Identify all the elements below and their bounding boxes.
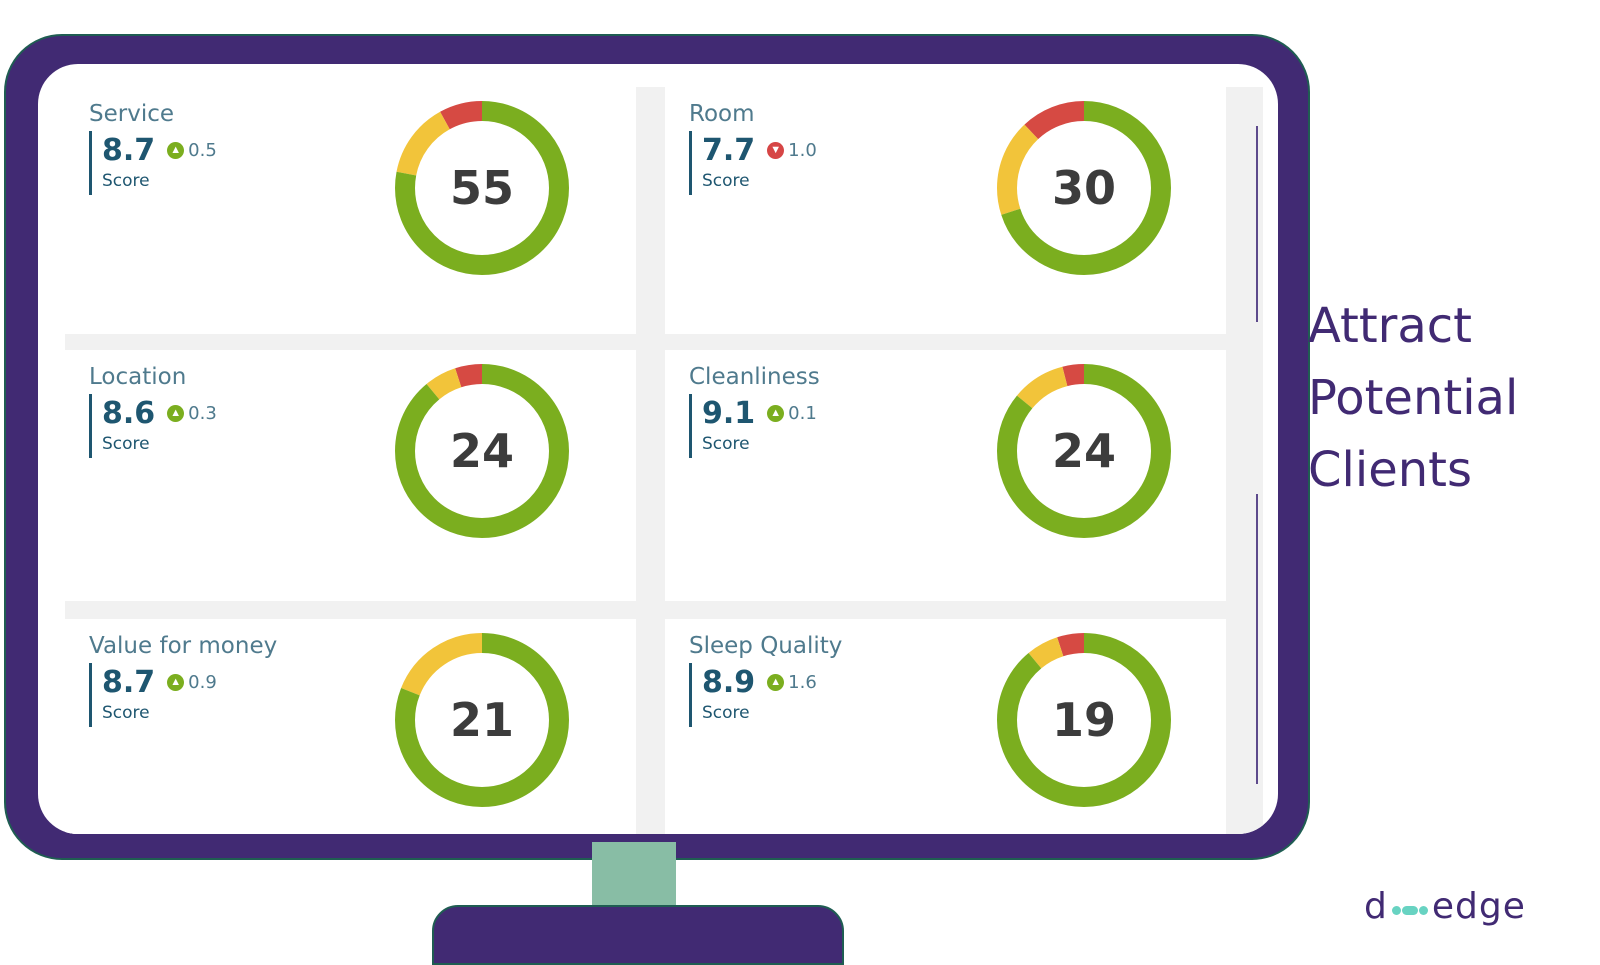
- donut-segment-green: [395, 101, 569, 275]
- score-delta: 1.0: [788, 139, 817, 161]
- score-value: 8.7: [102, 664, 156, 700]
- donut-svg: [997, 101, 1171, 275]
- score-block: 8.7 ▲ 0.9 Score: [89, 663, 217, 727]
- score-value: 8.6: [102, 395, 156, 431]
- donut-svg: [997, 633, 1171, 807]
- mention-count: 24: [449, 424, 514, 478]
- divider-line: [1256, 494, 1258, 784]
- donut-chart: 55: [393, 99, 571, 282]
- score-label: Score: [702, 171, 750, 191]
- mention-count: 55: [449, 161, 514, 215]
- card-room[interactable]: Room 7.7 ▼ 1.0 Score 30: [665, 87, 1226, 334]
- logo-text-right: edge: [1431, 886, 1526, 927]
- card-title: Sleep Quality: [689, 633, 843, 659]
- donut-svg: [997, 364, 1171, 538]
- score-label: Score: [102, 434, 150, 454]
- card-sleep-quality[interactable]: Sleep Quality 8.9 ▲ 1.6 Score 19: [665, 619, 1226, 834]
- donut-chart: 30: [995, 99, 1173, 282]
- card-title: Cleanliness: [689, 364, 820, 390]
- score-delta: 0.5: [188, 139, 217, 161]
- donut-chart: 19: [995, 631, 1173, 814]
- score-delta: 1.6: [788, 671, 817, 693]
- donut-svg: [395, 364, 569, 538]
- mention-count: 30: [1051, 161, 1116, 215]
- donut-segment-green: [997, 364, 1171, 538]
- tagline: Attract Potential Clients: [1308, 290, 1518, 506]
- mention-count: 21: [449, 693, 514, 747]
- donut-chart: 24: [393, 362, 571, 545]
- card-cleanliness[interactable]: Cleanliness 9.1 ▲ 0.1 Score 24: [665, 350, 1226, 601]
- monitor-frame: Service 8.7 ▲ 0.5 Score 55 Room: [4, 34, 1310, 860]
- score-label: Score: [702, 434, 750, 454]
- card-value-for-money[interactable]: Value for money 8.7 ▲ 0.9 Score 21: [65, 619, 636, 834]
- score-block: 9.1 ▲ 0.1 Score: [689, 394, 817, 458]
- dashboard-grid: Service 8.7 ▲ 0.5 Score 55 Room: [65, 87, 1263, 834]
- score-block: 7.7 ▼ 1.0 Score: [689, 131, 817, 195]
- score-value: 8.7: [102, 132, 156, 168]
- donut-segment-yellow: [997, 101, 1171, 275]
- card-title: Value for money: [89, 633, 278, 659]
- donut-svg: [395, 633, 569, 807]
- brand-logo: d edge: [1364, 886, 1526, 927]
- score-value: 7.7: [702, 132, 756, 168]
- score-block: 8.9 ▲ 1.6 Score: [689, 663, 817, 727]
- arrow-up-icon: ▲: [167, 141, 185, 159]
- tagline-line: Potential: [1308, 370, 1519, 426]
- card-location[interactable]: Location 8.6 ▲ 0.3 Score 24: [65, 350, 636, 601]
- arrow-up-icon: ▲: [167, 404, 185, 422]
- arrow-up-icon: ▲: [767, 404, 785, 422]
- logo-text-left: d: [1364, 886, 1388, 927]
- donut-segment-green: [395, 364, 569, 538]
- tagline-line: Attract: [1308, 298, 1472, 354]
- dashboard-screen: Service 8.7 ▲ 0.5 Score 55 Room: [38, 64, 1278, 834]
- donut-svg: [395, 101, 569, 275]
- tagline-line: Clients: [1308, 442, 1472, 498]
- logo-mark-icon: [1391, 906, 1429, 915]
- divider-line: [1256, 126, 1258, 322]
- score-label: Score: [102, 171, 150, 191]
- monitor-stand: [592, 842, 676, 908]
- mention-count: 19: [1051, 693, 1116, 747]
- score-delta: 0.3: [188, 402, 217, 424]
- score-label: Score: [102, 703, 150, 723]
- card-service[interactable]: Service 8.7 ▲ 0.5 Score 55: [65, 87, 636, 334]
- donut-chart: 21: [393, 631, 571, 814]
- score-value: 9.1: [702, 395, 756, 431]
- card-title: Location: [89, 364, 187, 390]
- arrow-down-icon: ▼: [767, 141, 785, 159]
- monitor-base: [432, 905, 844, 965]
- score-delta: 0.9: [188, 671, 217, 693]
- score-value: 8.9: [702, 664, 756, 700]
- donut-segment-green: [997, 633, 1171, 807]
- score-block: 8.7 ▲ 0.5 Score: [89, 131, 217, 195]
- donut-chart: 24: [995, 362, 1173, 545]
- card-title: Room: [689, 101, 755, 127]
- donut-segment-green: [997, 101, 1171, 275]
- card-title: Service: [89, 101, 175, 127]
- score-delta: 0.1: [788, 402, 817, 424]
- donut-segment-green: [395, 633, 569, 807]
- arrow-up-icon: ▲: [767, 673, 785, 691]
- arrow-up-icon: ▲: [167, 673, 185, 691]
- score-label: Score: [702, 703, 750, 723]
- mention-count: 24: [1051, 424, 1116, 478]
- score-block: 8.6 ▲ 0.3 Score: [89, 394, 217, 458]
